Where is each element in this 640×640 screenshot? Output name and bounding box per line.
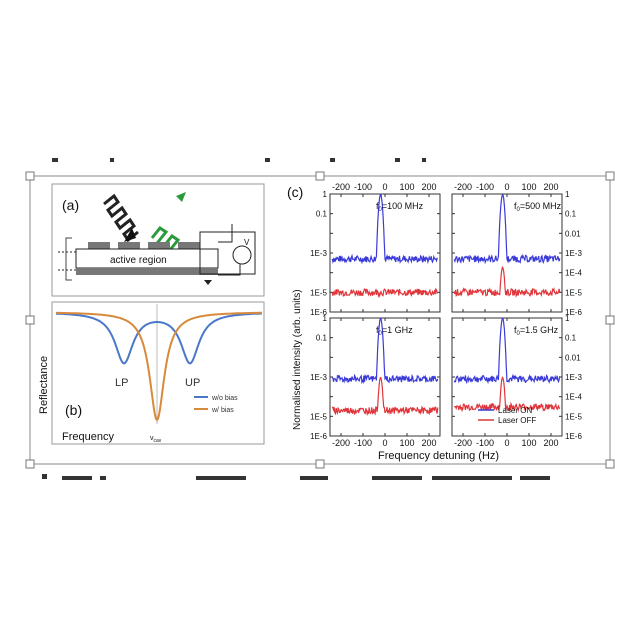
incoming-beam-icon (103, 193, 139, 243)
x-tick-label: 200 (543, 438, 558, 448)
panel-c-xlabel: Frequency detuning (Hz) (378, 450, 499, 462)
panel-b-xlabel: Frequency (62, 431, 114, 443)
spectrum-subplot-1: -200 -100 0 100 200 1 0.1 1E-3 1E-5 1E-6 f0=100 MH… (310, 182, 441, 317)
x-tick-label: 100 (521, 182, 536, 192)
cropped-text-above (52, 158, 426, 162)
voltmeter-label: V (244, 238, 250, 247)
y-tick-label: 1E-6 (565, 432, 582, 441)
x-tick-label: -100 (354, 182, 372, 192)
spectrum-subplot-2: -200 -100 0 100 200 1 0.1 0.01 1E-3 1E-4 1E-5 1E-6 f… (451, 182, 582, 317)
y-tick-label: 1E-3 (310, 373, 327, 382)
x-tick-label: 200 (421, 182, 436, 192)
peak-lp-label: LP (115, 377, 128, 389)
outgoing-arrow-icon (176, 192, 186, 202)
x-tick-label: 100 (521, 438, 536, 448)
subplot-frequency-label: f0=500 MHz (514, 201, 562, 213)
y-tick-label: 1E-6 (565, 308, 582, 317)
y-tick-label: 1 (565, 314, 570, 323)
y-tick-label: 1E-6 (310, 308, 327, 317)
ground-icon (204, 280, 212, 285)
spectrum-subplot-4: -200 -100 0 100 200 1 0.1 0.01 1E-3 1E-4 1E-5 1E-6 f… (451, 314, 582, 448)
resize-handles (25, 171, 615, 469)
y-tick-label: 0.1 (565, 334, 577, 343)
trace-laser-on (331, 317, 439, 385)
y-tick-label: 1 (565, 190, 570, 199)
reflectance-curve-wo-bias (55, 312, 262, 365)
subplot-frequency-label: f0=1 GHz (376, 325, 413, 337)
reflectance-curve-w-bias (56, 311, 262, 422)
trace-laser-on (453, 194, 561, 265)
handle-top-mid (315, 171, 325, 181)
y-tick-label: 1E-5 (310, 288, 327, 297)
x-tick-label: 100 (399, 438, 414, 448)
trace-laser-on (331, 194, 438, 265)
trace-laser-on (453, 317, 561, 385)
cavity-frequency-mark: νcav (150, 435, 162, 444)
panel-a: (a) active region V (51, 183, 265, 297)
legend-label-wo-bias: w/o bias (211, 395, 238, 402)
panel-a-label: (a) (62, 197, 79, 213)
x-tick-label: 0 (382, 438, 387, 448)
voltmeter-icon (232, 245, 252, 265)
y-tick-label: 1 (323, 190, 328, 199)
y-tick-label: 0.1 (316, 334, 328, 343)
y-tick-label: 1E-3 (310, 249, 327, 258)
y-tick-label: 1E-5 (310, 412, 327, 421)
trace-laser-off (331, 287, 439, 298)
y-tick-label: 1E-4 (565, 269, 582, 278)
panel-c-label: (c) (287, 184, 303, 200)
peak-up-label: UP (185, 377, 200, 389)
y-tick-label: 1E-6 (310, 432, 327, 441)
panel-b-ylabel: Reflectance (38, 356, 50, 414)
y-tick-label: 0.01 (565, 353, 581, 362)
x-tick-label: 0 (504, 438, 509, 448)
panel-c-ylabel: Normalised intensity (arb. units) (292, 289, 303, 430)
handle-bottom-right (605, 459, 615, 469)
x-tick-label: -200 (454, 438, 472, 448)
x-tick-label: 0 (504, 182, 509, 192)
subplot-frequency-label: f0=1.5 GHz (514, 325, 559, 337)
panel-b: LP UP (b) Reflectance Frequency νcav w/o… (38, 301, 265, 445)
panel-c: (c) Normalised intensity (arb. units) Fr… (287, 182, 582, 462)
y-tick-label: 1E-4 (565, 393, 582, 402)
legend-label: Laser ON (498, 406, 532, 415)
x-tick-label: -100 (354, 438, 372, 448)
y-tick-label: 1E-5 (565, 412, 582, 421)
trace-laser-off (453, 376, 561, 413)
y-tick-label: 0.1 (316, 210, 328, 219)
y-tick-label: 1E-3 (565, 373, 582, 382)
y-tick-label: 1E-5 (565, 288, 582, 297)
legend-label: Laser OFF (498, 416, 536, 425)
y-tick-label: 0.1 (565, 210, 577, 219)
handle-top-left (25, 171, 35, 181)
handle-mid-left (25, 315, 35, 325)
x-tick-label: -100 (476, 182, 494, 192)
x-tick-label: -200 (454, 182, 472, 192)
selection-frame[interactable] (25, 171, 615, 469)
y-tick-label: 0.01 (565, 229, 581, 238)
legend-label-w-bias: w/ bias (211, 407, 234, 414)
handle-top-right (605, 171, 615, 181)
cropped-text-below (42, 474, 550, 480)
x-tick-label: 200 (421, 438, 436, 448)
x-tick-label: 100 (399, 182, 414, 192)
x-tick-label: -200 (332, 438, 350, 448)
subplot-frequency-label: f0=100 MHz (376, 201, 424, 213)
handle-bottom-left (25, 459, 35, 469)
spectrum-subplot-3: -200 -100 0 100 200 1 0.1 1E-3 1E-5 1E-6 f0=1 GHz (310, 314, 441, 448)
active-region-label: active region (110, 255, 167, 266)
y-tick-label: 1E-3 (565, 249, 582, 258)
trace-laser-off (331, 377, 439, 417)
x-tick-label: -100 (476, 438, 494, 448)
handle-mid-right (605, 315, 615, 325)
handle-bottom-mid (315, 459, 325, 469)
panel-b-label: (b) (65, 402, 82, 418)
x-tick-label: 0 (382, 182, 387, 192)
y-tick-label: 1 (323, 314, 328, 323)
trace-laser-off (453, 265, 561, 298)
x-tick-label: -200 (332, 182, 350, 192)
incoming-arrow-icon (124, 228, 136, 242)
x-tick-label: 200 (543, 182, 558, 192)
